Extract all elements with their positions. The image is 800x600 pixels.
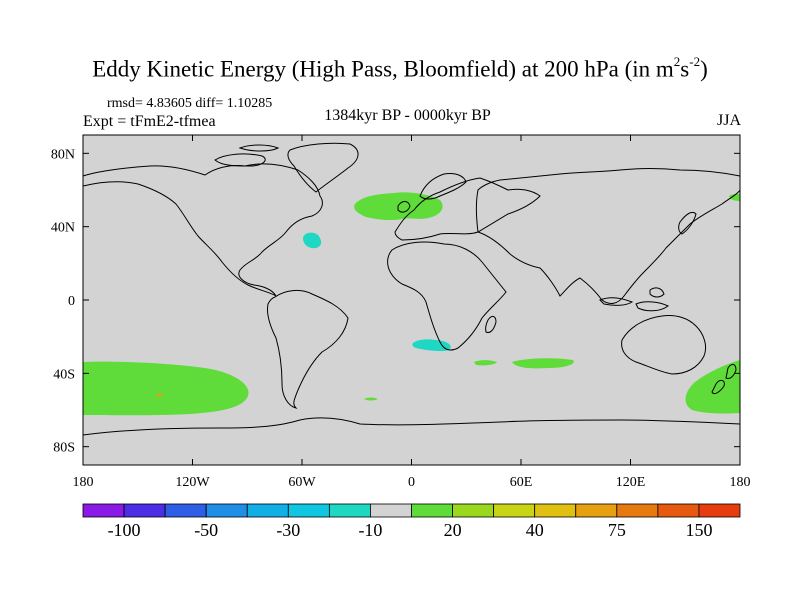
lat-tick-label: 0: [68, 294, 75, 309]
drake-small-positive: [364, 397, 378, 401]
northwest-atlantic-negative-region: [303, 232, 322, 249]
south-pacific-positive-region: [83, 361, 249, 416]
coast-antarctica: [82, 417, 741, 436]
coast-madagascar: [485, 315, 497, 333]
coast-africa: [387, 241, 507, 351]
colorbar-label: 40: [525, 520, 544, 540]
coast-south-america: [267, 289, 349, 409]
lon-tick-label: 0: [408, 475, 415, 490]
colorbar: [82, 503, 741, 518]
colorbar-box: [411, 503, 453, 518]
coast-asia: [476, 168, 741, 304]
colorbar-box: [370, 503, 412, 518]
south-indian-positive-region-a: [474, 360, 497, 366]
coastlines: [82, 142, 741, 436]
colorbar-box: [575, 503, 618, 518]
colorbar-box: [246, 503, 289, 518]
lon-tick-label: 60E: [510, 475, 533, 490]
colorbar-label: -100: [107, 520, 141, 540]
colorbar-label: 75: [607, 520, 626, 540]
coast-arctic-islands: [214, 144, 280, 167]
lat-tick-label: 80S: [53, 441, 75, 456]
coast-europe: [394, 177, 541, 241]
new-zealand-positive-region: [685, 360, 740, 414]
axis-ticks: [82, 135, 741, 465]
colorbar-box: [616, 503, 659, 518]
lon-tick-label: 60W: [288, 475, 316, 490]
lon-tick-label: 120W: [175, 475, 210, 490]
colorbar-box: [534, 503, 577, 518]
lat-tick-label: 80N: [51, 147, 75, 162]
south-indian-positive-region-b: [512, 358, 574, 369]
coast-scandinavia: [419, 173, 467, 200]
chart-title: Eddy Kinetic Energy (High Pass, Bloomfie…: [92, 54, 708, 82]
colorbar-box: [164, 503, 207, 518]
axis-tick-labels: 80N 40N 0 40S 80S 180 120W 60W 0 60E 120E 180: [51, 147, 751, 490]
time-period-label: 1384kyr BP - 0000kyr BP: [324, 107, 491, 124]
lat-tick-label: 40S: [53, 367, 75, 382]
lat-tick-label: 40N: [51, 221, 75, 236]
colorbar-label: -30: [276, 520, 301, 540]
coast-japan: [678, 211, 697, 235]
season-label: JJA: [716, 112, 741, 129]
colorbar-box: [493, 503, 536, 518]
lon-tick-label: 180: [73, 475, 94, 490]
colorbar-box: [698, 503, 741, 518]
lon-tick-label: 180: [730, 475, 751, 490]
coast-greenland: [287, 142, 359, 193]
colorbar-label: 20: [443, 520, 462, 540]
lon-tick-label: 120E: [616, 475, 646, 490]
colorbar-box: [328, 503, 371, 518]
coast-british-isles: [397, 201, 411, 213]
south-pacific-small-spot: [156, 393, 163, 397]
colorbar-box: [123, 503, 166, 518]
colorbar-label: 150: [685, 520, 713, 540]
experiment-label: Expt = tFmE2-tfmea: [83, 113, 216, 130]
colorbar-box: [287, 503, 330, 518]
colorbar-label: -10: [358, 520, 383, 540]
map-background: [83, 135, 740, 465]
south-atlantic-negative-region: [412, 339, 451, 352]
colorbar-box: [657, 503, 700, 518]
colorbar-box: [82, 503, 125, 518]
colorbar-box: [205, 503, 248, 518]
coast-new-zealand: [711, 363, 737, 395]
colorbar-label: -50: [194, 520, 219, 540]
north-pacific-positive-region: [729, 193, 740, 201]
rmsd-diff-stats: rmsd= 4.83605 diff= 1.10285: [107, 96, 273, 111]
coast-indonesia: [599, 287, 669, 312]
coast-australia: [621, 315, 707, 375]
colorbar-box: [452, 503, 495, 518]
